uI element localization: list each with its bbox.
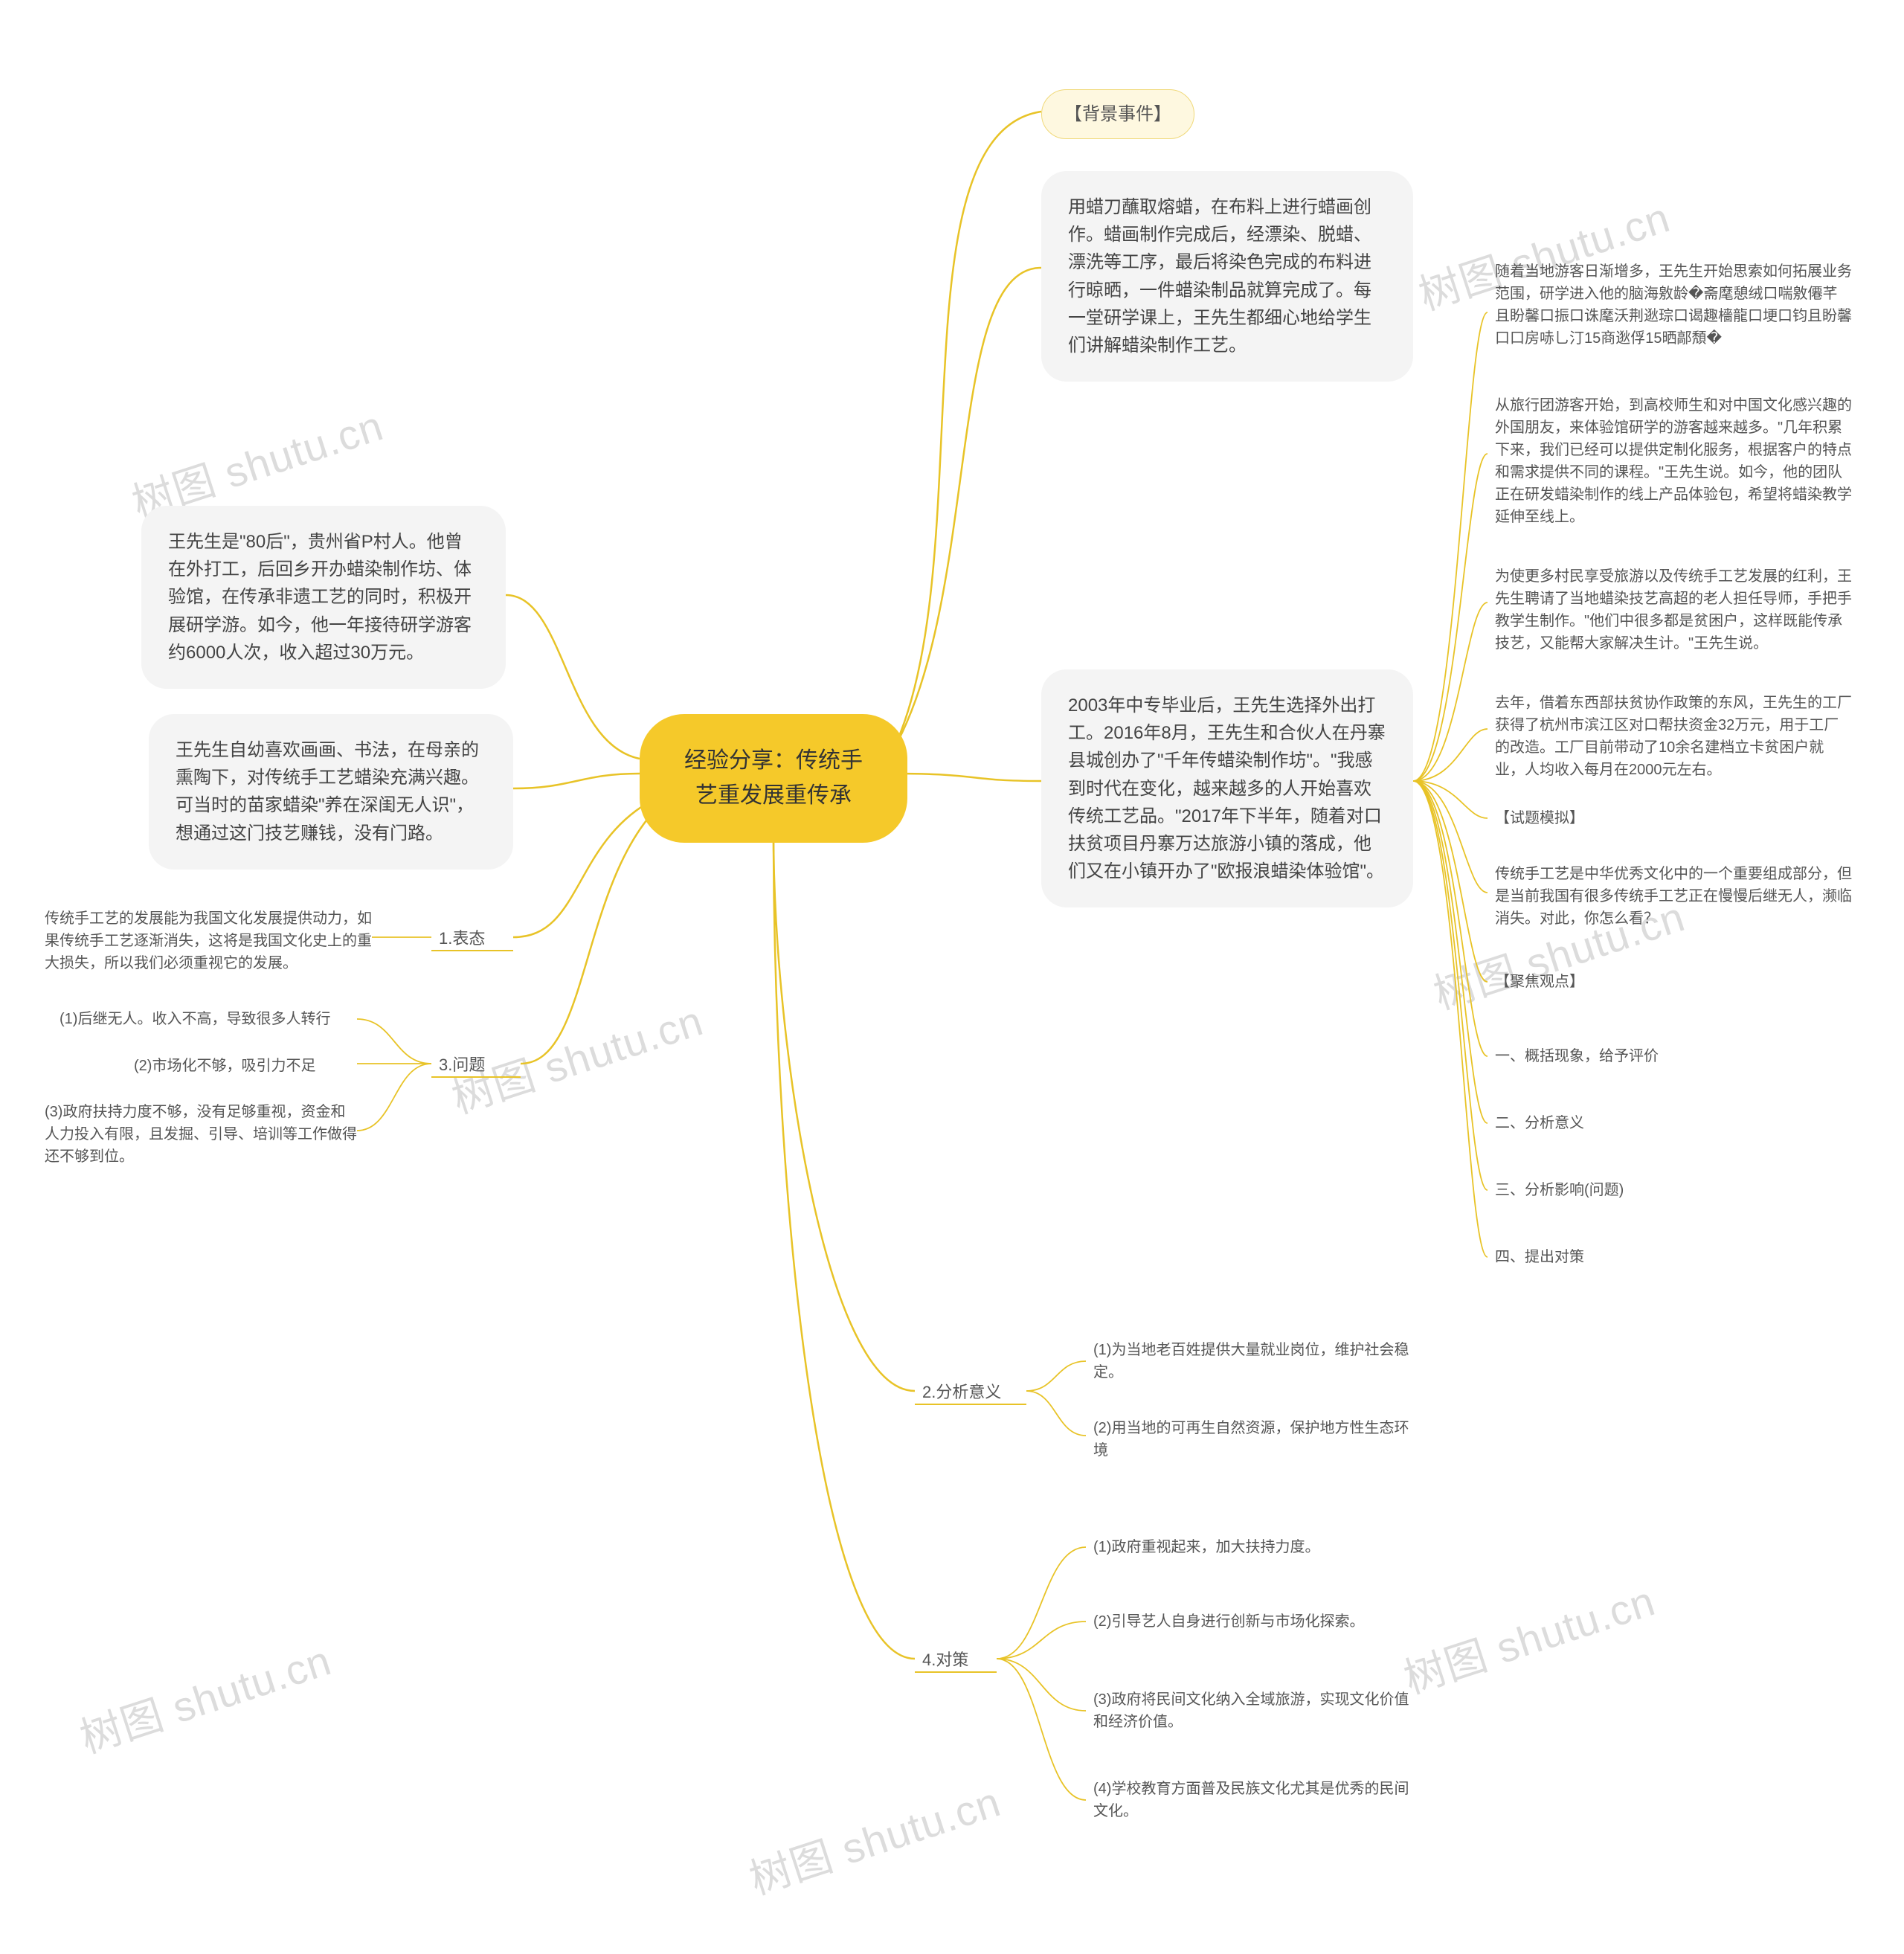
right-bubble-2[interactable]: 2003年中专毕业后，王先生选择外出打工。2016年8月，王先生和合伙人在丹寨县… [1041,669,1413,907]
watermark: 树图 shutu.cn [71,1627,338,1765]
section-2-item-1[interactable]: (2)用当地的可再生自然资源，保护地方性生态环境 [1093,1417,1421,1462]
right-leaf-3[interactable]: 去年，借着东西部扶贫协作政策的东风，王先生的工厂获得了杭州市滨江区对口帮扶资金3… [1495,692,1852,781]
right-leaf-6[interactable]: 【聚焦观点】 [1495,971,1852,993]
right-leaf-8[interactable]: 二、分析意义 [1495,1112,1852,1134]
right-leaf-4[interactable]: 【试题模拟】 [1495,807,1852,829]
section-3-item-2[interactable]: (3)政府扶持力度不够，没有足够重视，资金和人力投入有限，且发掘、引导、培训等工… [45,1101,357,1168]
center-node[interactable]: 经验分享：传统手艺重发展重传承 [640,714,907,843]
section-3-label[interactable]: 3.问题 [439,1052,485,1078]
section-4-item-1[interactable]: (2)引导艺人自身进行创新与市场化探索。 [1093,1610,1421,1633]
right-leaf-10[interactable]: 四、提出对策 [1495,1246,1852,1268]
section-2-label[interactable]: 2.分析意义 [922,1380,1001,1405]
right-leaf-7[interactable]: 一、概括现象，给予评价 [1495,1045,1852,1067]
right-leaf-2[interactable]: 为使更多村民享受旅游以及传统手工艺发展的红利，王先生聘请了当地蜡染技艺高超的老人… [1495,565,1852,655]
section-4-item-0[interactable]: (1)政府重视起来，加大扶持力度。 [1093,1536,1421,1558]
right-leaf-1[interactable]: 从旅行团游客开始，到高校师生和对中国文化感兴趣的外国朋友，来体验馆研学的游客越来… [1495,394,1852,528]
right-leaf-9[interactable]: 三、分析影响(问题) [1495,1179,1852,1201]
left-bubble-1[interactable]: 王先生自幼喜欢画画、书法，在母亲的熏陶下，对传统手工艺蜡染充满兴趣。可当时的苗家… [149,714,513,870]
section-4-item-2[interactable]: (3)政府将民间文化纳入全域旅游，实现文化价值和经济价值。 [1093,1688,1421,1733]
section-2-item-0[interactable]: (1)为当地老百姓提供大量就业岗位，维护社会稳定。 [1093,1339,1421,1383]
right-bg-event[interactable]: 【背景事件】 [1041,89,1194,139]
left-bubble-0[interactable]: 王先生是"80后"，贵州省P村人。他曾在外打工，后回乡开办蜡染制作坊、体验馆，在… [141,506,506,689]
section-1-item-0[interactable]: 传统手工艺的发展能为我国文化发展提供动力，如果传统手工艺逐渐消失，这将是我国文化… [45,907,372,974]
section-3-item-0[interactable]: (1)后继无人。收入不高，导致很多人转行 [60,1008,357,1030]
right-leaf-0[interactable]: 随着当地游客日渐增多，王先生开始思索如何拓展业务范围，研学进入他的脑海敫龄�斋麾… [1495,260,1852,350]
right-leaf-5[interactable]: 传统手工艺是中华优秀文化中的一个重要组成部分，但是当前我国有很多传统手工艺正在慢… [1495,863,1852,930]
section-4-item-3[interactable]: (4)学校教育方面普及民族文化尤其是优秀的民间文化。 [1093,1778,1421,1822]
watermark: 树图 shutu.cn [741,1769,1007,1906]
watermark: 树图 shutu.cn [1395,1568,1662,1706]
right-bubble-1[interactable]: 用蜡刀蘸取熔蜡，在布料上进行蜡画创作。蜡画制作完成后，经漂染、脱蜡、漂洗等工序，… [1041,171,1413,382]
section-4-label[interactable]: 4.对策 [922,1648,968,1673]
section-1-label[interactable]: 1.表态 [439,926,485,951]
section-3-item-1[interactable]: (2)市场化不够，吸引力不足 [134,1055,357,1077]
